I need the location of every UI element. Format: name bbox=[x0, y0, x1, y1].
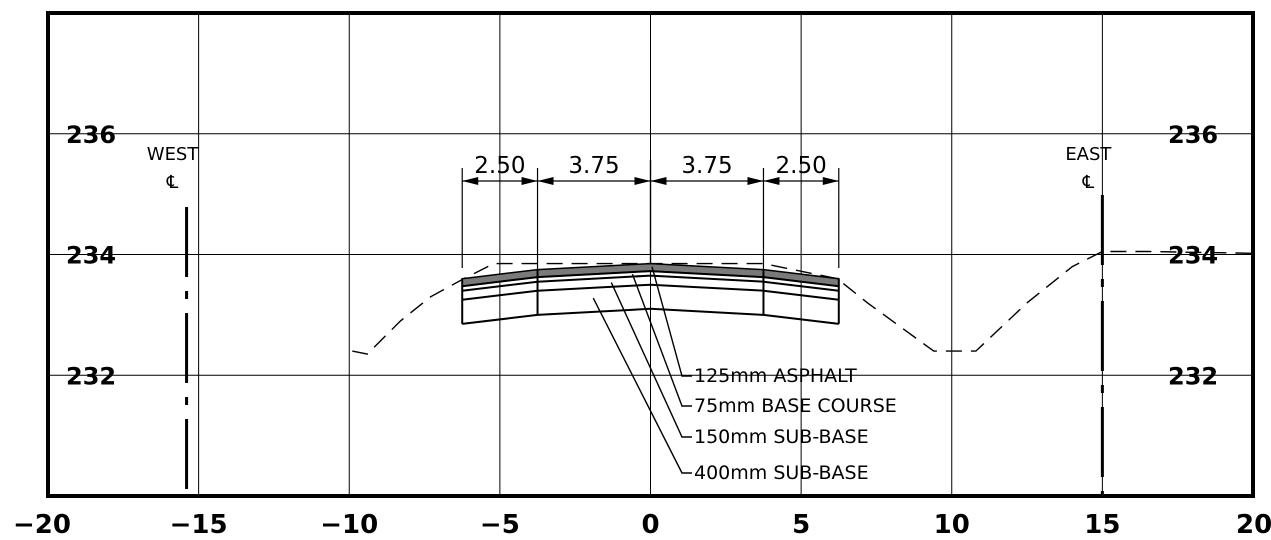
y-tick-label-left: 236 bbox=[66, 121, 116, 149]
arrowhead bbox=[822, 177, 839, 185]
layer-note-base-course: 75mm BASE COURSE bbox=[694, 395, 897, 417]
property-line-group: WEST ℄ EAST ℄ bbox=[147, 144, 1112, 496]
layer-boundary-sub-base-400 bbox=[462, 307, 839, 325]
arrowhead bbox=[634, 177, 651, 185]
arrowhead bbox=[462, 177, 479, 185]
existing-ground-group bbox=[352, 250, 1254, 355]
pavement-group bbox=[461, 262, 840, 325]
layer-boundary-sub-base-150 bbox=[462, 283, 839, 301]
y-tick-label-right: 232 bbox=[1168, 362, 1218, 390]
y-tick-label-left: 234 bbox=[66, 242, 116, 270]
x-tick-label: −5 bbox=[480, 510, 520, 540]
x-tick-label: 0 bbox=[641, 510, 659, 540]
layer-boundary-asphalt bbox=[462, 270, 839, 288]
y-tick-label-left: 232 bbox=[66, 362, 116, 390]
layer-boundary-base-course bbox=[462, 274, 839, 292]
layer-note-sub-base-400: 400mm SUB-BASE bbox=[694, 462, 869, 484]
dimension-group: 2.50 3.75 3.75 2.50 bbox=[461, 153, 840, 270]
dimension-label-dim-2: 3.75 bbox=[568, 153, 619, 179]
y-tick-label-right: 234 bbox=[1168, 242, 1218, 270]
drawing-frame bbox=[46, 11, 1255, 498]
leader-base-course bbox=[631, 273, 692, 407]
west-pl-symbol: ℄ bbox=[166, 172, 179, 193]
layer-note-sub-base-150: 150mm SUB-BASE bbox=[694, 426, 869, 448]
dimension-label-dim-3: 3.75 bbox=[681, 153, 732, 179]
leader-sub-base-150 bbox=[610, 282, 692, 438]
x-tick-label: −20 bbox=[13, 510, 71, 540]
leader-asphalt bbox=[651, 266, 692, 377]
dimension-label-dim-1: 2.50 bbox=[474, 153, 525, 179]
existing-ground-line bbox=[352, 250, 1254, 355]
east-label: EAST bbox=[1065, 144, 1112, 165]
arrowhead bbox=[747, 177, 764, 185]
y-tick-label-right: 236 bbox=[1168, 121, 1218, 149]
x-tick-label: 15 bbox=[1084, 510, 1120, 540]
x-tick-label: 10 bbox=[934, 510, 970, 540]
east-pl-symbol: ℄ bbox=[1082, 172, 1095, 193]
west-label: WEST bbox=[147, 144, 200, 165]
arrowhead bbox=[763, 177, 780, 185]
x-tick-label: −15 bbox=[170, 510, 228, 540]
arrowhead bbox=[521, 177, 538, 185]
leader-sub-base-400 bbox=[592, 297, 692, 474]
layer-note-asphalt: 125mm ASPHALT bbox=[694, 365, 857, 387]
x-tick-label: 5 bbox=[792, 510, 810, 540]
axis-labels: −20 −15 −10 −5 0 5 10 15 20 236 236 234 234 232 232 bbox=[13, 121, 1271, 540]
leader-lines: 125mm ASPHALT 75mm BASE COURSE 150mm SUB-B… bbox=[592, 160, 897, 484]
x-tick-label: −10 bbox=[320, 510, 378, 540]
dimension-label-dim-4: 2.50 bbox=[776, 153, 827, 179]
arrowhead bbox=[537, 177, 554, 185]
x-tick-label: 20 bbox=[1236, 510, 1271, 540]
arrowhead bbox=[650, 177, 667, 185]
